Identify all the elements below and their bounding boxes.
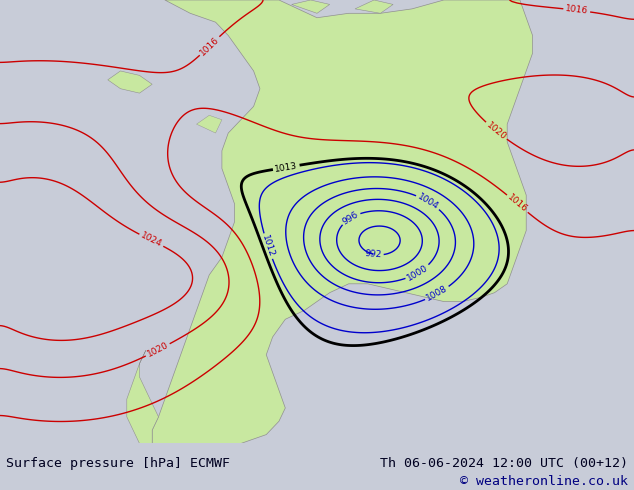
- Text: 1024: 1024: [139, 231, 164, 249]
- Text: 1016: 1016: [198, 35, 221, 57]
- Text: Th 06-06-2024 12:00 UTC (00+12): Th 06-06-2024 12:00 UTC (00+12): [380, 458, 628, 470]
- Text: 1013: 1013: [274, 161, 299, 173]
- Text: 1020: 1020: [146, 341, 170, 359]
- Text: 1012: 1012: [260, 234, 276, 258]
- Text: 1004: 1004: [416, 192, 440, 212]
- Polygon shape: [108, 71, 152, 93]
- Polygon shape: [355, 0, 393, 13]
- Polygon shape: [127, 350, 158, 443]
- Text: 1008: 1008: [425, 284, 450, 303]
- Polygon shape: [292, 0, 330, 13]
- Text: 992: 992: [365, 249, 382, 259]
- Text: 1000: 1000: [406, 263, 430, 283]
- Polygon shape: [152, 0, 533, 443]
- Text: 996: 996: [341, 210, 360, 226]
- Text: Surface pressure [hPa] ECMWF: Surface pressure [hPa] ECMWF: [6, 458, 230, 470]
- Text: 1016: 1016: [506, 193, 529, 215]
- Polygon shape: [197, 115, 222, 133]
- Text: 1020: 1020: [484, 120, 508, 142]
- Text: © weatheronline.co.uk: © weatheronline.co.uk: [460, 475, 628, 488]
- Text: 1016: 1016: [565, 4, 589, 16]
